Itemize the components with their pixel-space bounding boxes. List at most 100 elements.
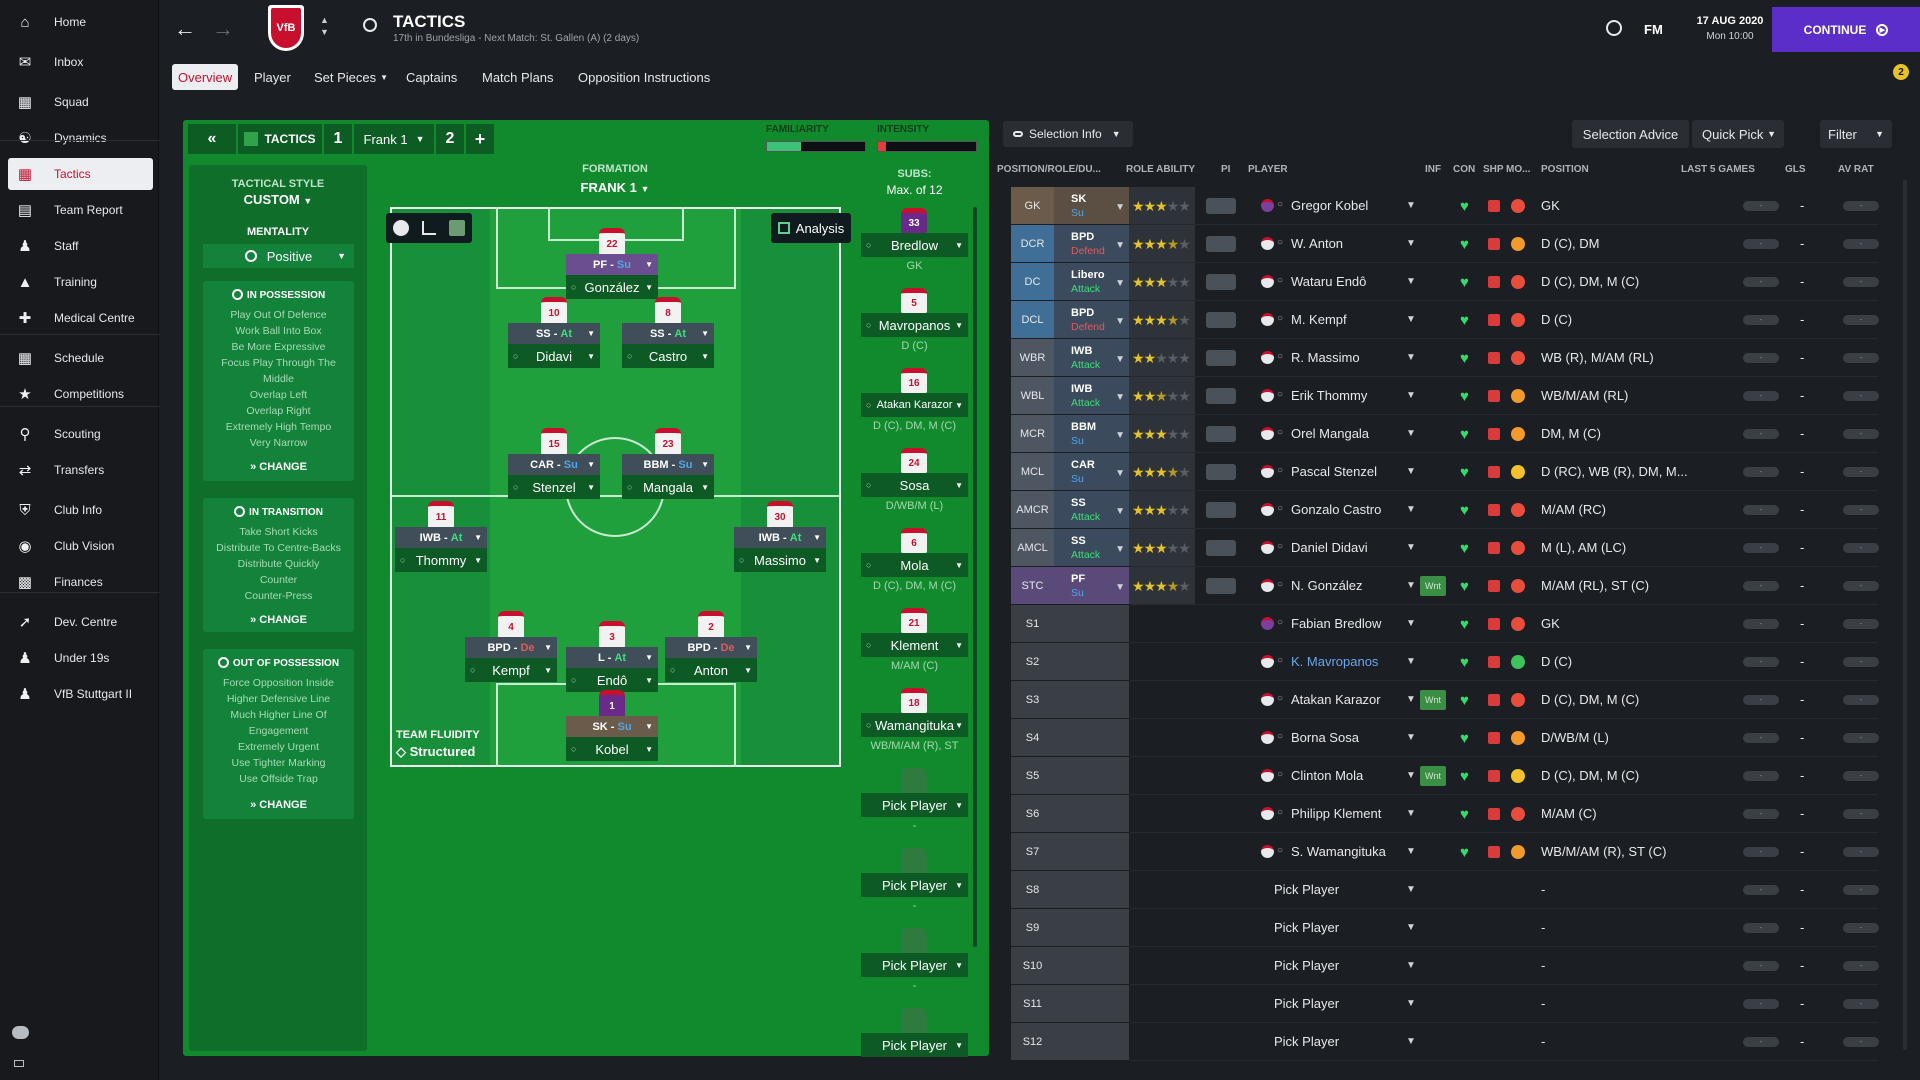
- notification-badge[interactable]: 2: [1893, 64, 1909, 80]
- table-row[interactable]: MCL CAR Su ▼ ★★★★★ ○ Pascal Stenzel ▼ ♥ D (RC), W…: [1011, 453, 1879, 491]
- chevron-down-icon[interactable]: ▼: [1406, 542, 1416, 553]
- sub-name-dropdown[interactable]: ○ Bredlow ▼: [861, 233, 968, 257]
- chevron-down-icon[interactable]: ▼: [1406, 656, 1416, 667]
- player-instructions-icon[interactable]: [1206, 502, 1236, 518]
- in-possession-change-button[interactable]: » CHANGE: [250, 461, 307, 473]
- player-instructions-icon[interactable]: [1206, 578, 1236, 594]
- player-name-dropdown[interactable]: ○ González ▼: [566, 275, 658, 299]
- chevron-down-icon[interactable]: ▼: [1406, 504, 1416, 515]
- player-name[interactable]: Pick Player: [1274, 920, 1340, 935]
- tactic-name-dropdown[interactable]: Frank 1 ▼: [354, 124, 434, 154]
- col-header-avrat[interactable]: AV RAT: [1838, 164, 1874, 175]
- lock-icon[interactable]: ○: [1277, 731, 1284, 742]
- add-tactic-button[interactable]: +: [466, 124, 494, 154]
- col-header-mo[interactable]: MO...: [1506, 164, 1531, 175]
- team-fluidity-value[interactable]: ◇ Structured: [396, 744, 476, 759]
- chevron-down-icon[interactable]: ▼: [1406, 922, 1416, 933]
- col-header-con[interactable]: CON: [1453, 164, 1476, 175]
- chevron-down-icon[interactable]: ▼: [1406, 998, 1416, 1009]
- player-name[interactable]: Pick Player: [1274, 996, 1340, 1011]
- chevron-down-icon[interactable]: ▼: [1406, 1036, 1416, 1047]
- table-row[interactable]: S1 ○ Fabian Bredlow ▼ ♥ GK - - -: [1011, 605, 1879, 643]
- sub-slot[interactable]: Pick Player ▼: [861, 1008, 968, 1060]
- filter-button[interactable]: Filter ▼: [1820, 120, 1892, 148]
- role-dropdown[interactable]: SS - At ▼: [622, 323, 714, 344]
- player-instructions-icon[interactable]: [1206, 312, 1236, 328]
- chevron-down-icon[interactable]: ▼: [1406, 428, 1416, 439]
- nav-item-scouting[interactable]: ⚲ Scouting: [8, 418, 153, 450]
- sub-slot[interactable]: 21 ○ Klement ▼ M/AM (C): [861, 608, 968, 672]
- table-row[interactable]: S12 Pick Player ▼ - - - -: [1011, 1023, 1879, 1061]
- lock-icon[interactable]: ○: [1277, 845, 1284, 856]
- pitch-player[interactable]: 15 CAR - Su ▼ ○ Stenzel ▼: [508, 428, 600, 499]
- lock-icon[interactable]: ○: [1277, 617, 1284, 628]
- nav-item-dev-centre[interactable]: ➚ Dev. Centre: [8, 606, 153, 638]
- role-dropdown[interactable]: BBM - Su ▼: [622, 454, 714, 475]
- role-dropdown[interactable]: BPD - De ▼: [665, 637, 757, 658]
- lock-icon[interactable]: ○: [1277, 465, 1284, 476]
- role-dropdown[interactable]: IWB - At ▼: [395, 527, 487, 548]
- table-row[interactable]: DCR BPD Defend ▼ ★★★★★ ○ W. Anton ▼ ♥ D (C), DM - -…: [1011, 225, 1879, 263]
- player-instructions-icon[interactable]: [1206, 236, 1236, 252]
- player-name[interactable]: Gregor Kobel: [1291, 198, 1369, 213]
- table-row[interactable]: DCL BPD Defend ▼ ★★★★★ ○ M. Kempf ▼ ♥ D (C) - - -: [1011, 301, 1879, 339]
- lock-icon[interactable]: ○: [1277, 541, 1284, 552]
- lock-icon[interactable]: ○: [1277, 503, 1284, 514]
- role-dropdown[interactable]: SS - At ▼: [508, 323, 600, 344]
- nav-item-club-vision[interactable]: ◉ Club Vision: [8, 530, 153, 562]
- nav-item-dynamics[interactable]: ☯ Dynamics: [8, 122, 153, 154]
- pitch-player[interactable]: 1 SK - Su ▼ ○ Kobel ▼: [566, 690, 658, 761]
- table-row[interactable]: S6 ○ Philipp Klement ▼ ♥ M/AM (C) - - -: [1011, 795, 1879, 833]
- search-icon[interactable]: [363, 18, 377, 32]
- pitch-player[interactable]: 2 BPD - De ▼ ○ Anton ▼: [665, 611, 757, 682]
- sub-name-dropdown[interactable]: ○ Klement ▼: [861, 633, 968, 657]
- selection-advice-button[interactable]: Selection Advice: [1572, 120, 1689, 148]
- col-header-shp[interactable]: SHP: [1483, 164, 1504, 175]
- role-dropdown[interactable]: IWB Attack ▼: [1054, 339, 1129, 376]
- table-scrollbar[interactable]: [1903, 180, 1907, 1050]
- player-name[interactable]: Pick Player: [1274, 1034, 1340, 1049]
- table-row[interactable]: S11 Pick Player ▼ - - - -: [1011, 985, 1879, 1023]
- tab-match-plans[interactable]: Match Plans: [476, 64, 560, 90]
- nav-item-training[interactable]: ▲ Training: [8, 266, 153, 298]
- player-name[interactable]: Clinton Mola: [1291, 768, 1364, 783]
- lock-icon[interactable]: ○: [1277, 199, 1284, 210]
- chevron-down-icon[interactable]: ▼: [1406, 808, 1416, 819]
- player-name-dropdown[interactable]: ○ Anton ▼: [665, 658, 757, 682]
- in-transition-change-button[interactable]: » CHANGE: [250, 614, 307, 626]
- nav-item-team-report[interactable]: ▤ Team Report: [8, 194, 153, 226]
- pitch-player[interactable]: 22 PF - Su ▼ ○ González ▼: [566, 228, 658, 299]
- sub-slot[interactable]: Pick Player ▼ -: [861, 768, 968, 832]
- sub-name-dropdown[interactable]: ○ Wamangituka ▼: [861, 713, 968, 737]
- player-name[interactable]: Fabian Bredlow: [1291, 616, 1382, 631]
- chevron-down-icon[interactable]: ▼: [1406, 846, 1416, 857]
- nav-item-tactics[interactable]: ▦ Tactics: [8, 158, 153, 190]
- sub-slot[interactable]: 6 ○ Mola ▼ D (C), DM, M (C): [861, 528, 968, 592]
- out-of-possession-change-button[interactable]: » CHANGE: [250, 799, 307, 811]
- chevron-down-icon[interactable]: ▼: [1406, 314, 1416, 325]
- lock-icon[interactable]: ○: [1277, 769, 1284, 780]
- nav-item-schedule[interactable]: ▦ Schedule: [8, 342, 153, 374]
- col-header-pi[interactable]: PI: [1221, 164, 1231, 175]
- sub-name-dropdown[interactable]: Pick Player ▼: [861, 1033, 968, 1057]
- lock-icon[interactable]: ○: [1277, 807, 1284, 818]
- player-name[interactable]: Wataru Endô: [1291, 274, 1367, 289]
- role-dropdown[interactable]: PF Su ▼: [1054, 567, 1129, 604]
- player-instructions-icon[interactable]: [1206, 540, 1236, 556]
- player-name-dropdown[interactable]: ○ Stenzel ▼: [508, 475, 600, 499]
- sub-name-dropdown[interactable]: ○ Mavropanos ▼: [861, 313, 968, 337]
- sub-name-dropdown[interactable]: ○ Atakan Karazor ▼: [861, 393, 968, 417]
- tactic-slot-1[interactable]: 1: [324, 124, 352, 154]
- lock-icon[interactable]: ○: [1277, 351, 1284, 362]
- sub-slot[interactable]: Pick Player ▼ -: [861, 928, 968, 992]
- nav-item-vfb-stuttgart-ii[interactable]: ♟ VfB Stuttgart II: [8, 678, 153, 710]
- lock-icon[interactable]: ○: [1277, 427, 1284, 438]
- chevron-down-icon[interactable]: ▼: [1406, 390, 1416, 401]
- chevron-down-icon[interactable]: ▼: [1406, 238, 1416, 249]
- mentality-dropdown[interactable]: Positive ▼: [203, 244, 354, 268]
- table-row[interactable]: WBR IWB Attack ▼ ★★★★★ ○ R. Massimo ▼ ♥ WB (R), M…: [1011, 339, 1879, 377]
- chevron-down-icon[interactable]: ▼: [1406, 466, 1416, 477]
- role-dropdown[interactable]: IWB - At ▼: [734, 527, 826, 548]
- chevron-down-icon[interactable]: ▼: [1406, 352, 1416, 363]
- player-name-dropdown[interactable]: ○ Mangala ▼: [622, 475, 714, 499]
